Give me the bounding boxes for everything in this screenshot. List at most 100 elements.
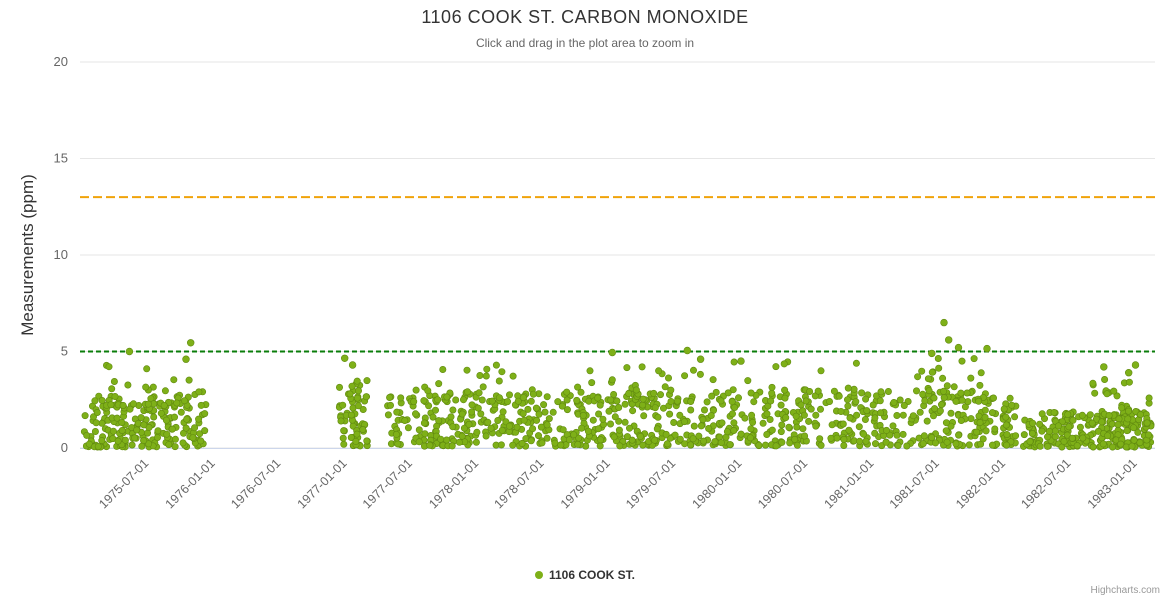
data-point[interactable] xyxy=(1100,363,1108,371)
data-point[interactable] xyxy=(595,425,603,433)
data-point[interactable] xyxy=(458,432,466,440)
data-point[interactable] xyxy=(712,388,720,396)
data-point[interactable] xyxy=(1079,434,1087,442)
data-point[interactable] xyxy=(1117,440,1125,448)
data-point[interactable] xyxy=(728,410,736,418)
data-point[interactable] xyxy=(807,405,815,413)
data-point[interactable] xyxy=(947,422,955,430)
data-point[interactable] xyxy=(918,367,926,375)
data-point[interactable] xyxy=(498,368,506,376)
data-point[interactable] xyxy=(182,355,190,363)
data-point[interactable] xyxy=(1089,379,1097,387)
data-point[interactable] xyxy=(487,424,495,432)
data-point[interactable] xyxy=(437,435,445,443)
data-point[interactable] xyxy=(671,431,679,439)
data-point[interactable] xyxy=(802,397,810,405)
data-point[interactable] xyxy=(597,436,605,444)
data-point[interactable] xyxy=(845,426,853,434)
data-point[interactable] xyxy=(563,406,571,414)
data-point[interactable] xyxy=(1063,431,1071,439)
data-point[interactable] xyxy=(1089,443,1097,451)
data-point[interactable] xyxy=(1101,375,1109,383)
data-point[interactable] xyxy=(443,393,451,401)
data-point[interactable] xyxy=(670,418,678,426)
data-point[interactable] xyxy=(806,387,814,395)
data-point[interactable] xyxy=(610,390,618,398)
data-point[interactable] xyxy=(114,437,122,445)
data-point[interactable] xyxy=(477,410,485,418)
data-point[interactable] xyxy=(1088,419,1096,427)
data-point[interactable] xyxy=(862,437,870,445)
data-point[interactable] xyxy=(814,387,822,395)
data-point[interactable] xyxy=(113,414,121,422)
data-point[interactable] xyxy=(943,382,951,390)
data-point[interactable] xyxy=(1002,413,1010,421)
data-point[interactable] xyxy=(983,344,991,353)
data-point[interactable] xyxy=(447,413,455,421)
data-point[interactable] xyxy=(952,397,960,405)
data-point[interactable] xyxy=(792,412,800,420)
data-point[interactable] xyxy=(98,396,106,404)
data-point[interactable] xyxy=(125,347,134,356)
data-point[interactable] xyxy=(340,440,348,448)
data-point[interactable] xyxy=(919,390,927,398)
data-point[interactable] xyxy=(937,401,945,409)
data-point[interactable] xyxy=(846,414,854,422)
data-point[interactable] xyxy=(1068,434,1076,442)
data-point[interactable] xyxy=(498,426,506,434)
data-point[interactable] xyxy=(93,408,101,416)
data-point[interactable] xyxy=(1026,438,1034,446)
data-point[interactable] xyxy=(439,365,447,373)
data-point[interactable] xyxy=(734,394,742,402)
data-point[interactable] xyxy=(1118,404,1126,412)
data-point[interactable] xyxy=(421,430,429,438)
data-point[interactable] xyxy=(476,371,484,379)
data-point[interactable] xyxy=(943,438,951,446)
data-point[interactable] xyxy=(160,401,168,409)
data-point[interactable] xyxy=(1006,394,1014,402)
data-point[interactable] xyxy=(705,424,713,432)
data-point[interactable] xyxy=(353,377,361,385)
data-point[interactable] xyxy=(768,389,776,397)
data-point[interactable] xyxy=(187,339,195,347)
data-point[interactable] xyxy=(717,397,725,405)
data-point[interactable] xyxy=(852,398,860,406)
data-point[interactable] xyxy=(896,396,904,404)
data-point[interactable] xyxy=(1130,436,1138,444)
data-point[interactable] xyxy=(763,410,771,418)
data-point[interactable] xyxy=(697,422,705,430)
data-point[interactable] xyxy=(844,384,852,392)
data-point[interactable] xyxy=(137,414,145,422)
data-point[interactable] xyxy=(1115,415,1123,423)
data-point[interactable] xyxy=(348,382,356,390)
data-point[interactable] xyxy=(777,401,785,409)
data-point[interactable] xyxy=(1086,411,1094,419)
data-point[interactable] xyxy=(527,397,535,405)
data-point[interactable] xyxy=(899,430,907,438)
data-point[interactable] xyxy=(662,430,670,438)
data-point[interactable] xyxy=(695,432,703,440)
data-point[interactable] xyxy=(623,364,631,372)
data-point[interactable] xyxy=(850,385,858,393)
data-point[interactable] xyxy=(1002,441,1010,449)
data-point[interactable] xyxy=(651,404,659,412)
data-point[interactable] xyxy=(518,439,526,447)
data-point[interactable] xyxy=(876,397,884,405)
data-point[interactable] xyxy=(700,406,708,414)
data-point[interactable] xyxy=(105,363,113,371)
data-point[interactable] xyxy=(595,410,603,418)
data-point[interactable] xyxy=(930,394,938,402)
data-point[interactable] xyxy=(362,393,370,401)
data-point[interactable] xyxy=(650,389,658,397)
data-point[interactable] xyxy=(170,376,178,384)
data-point[interactable] xyxy=(520,416,528,424)
data-point[interactable] xyxy=(138,442,146,450)
data-point[interactable] xyxy=(182,424,190,432)
data-point[interactable] xyxy=(154,433,162,441)
data-point[interactable] xyxy=(426,441,434,449)
data-point[interactable] xyxy=(728,398,736,406)
data-point[interactable] xyxy=(952,440,960,448)
data-point[interactable] xyxy=(979,435,987,443)
data-point[interactable] xyxy=(363,437,371,445)
data-point[interactable] xyxy=(768,426,776,434)
